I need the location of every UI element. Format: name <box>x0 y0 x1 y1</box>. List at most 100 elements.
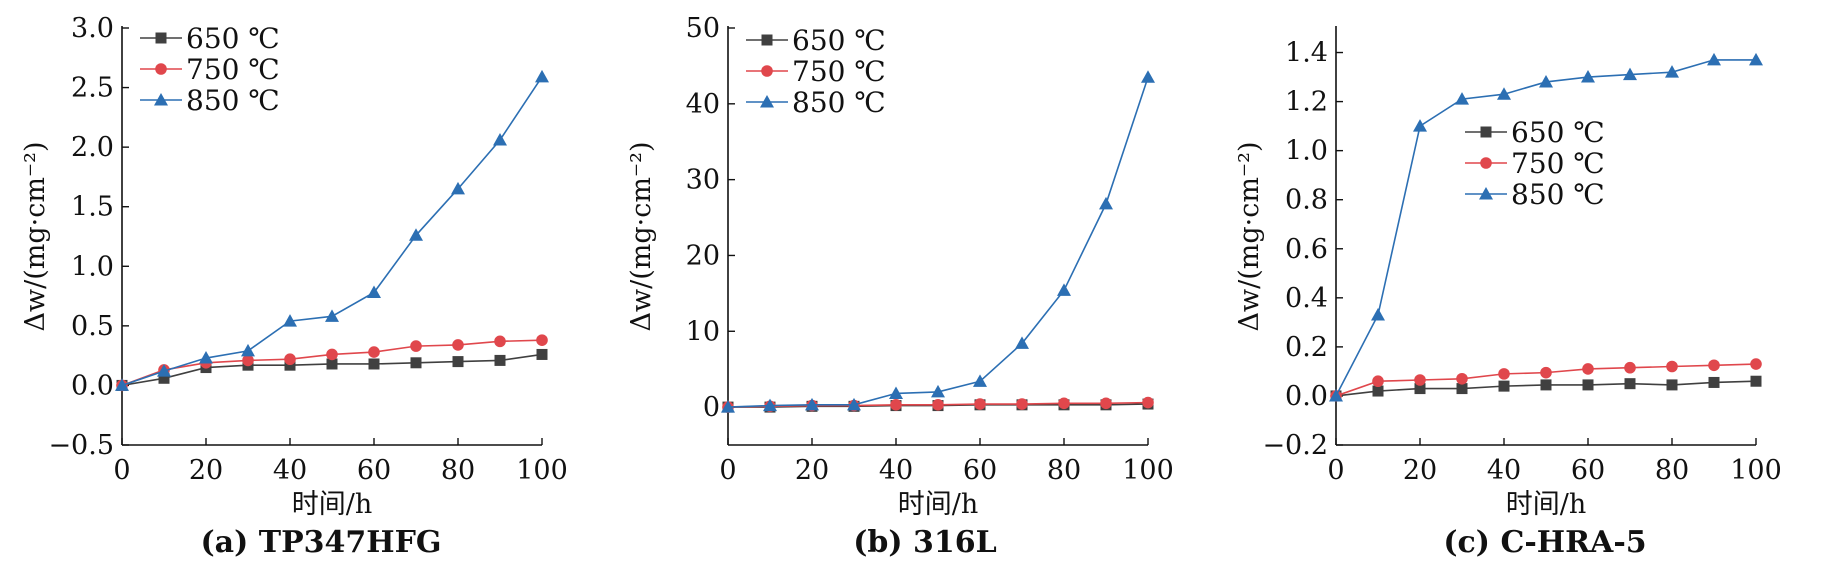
data-point-650 <box>494 354 506 366</box>
series-line-850 <box>121 76 543 387</box>
legend-label-850: 850 ℃ <box>792 86 886 119</box>
legend-label-750: 750 ℃ <box>186 53 280 86</box>
x-tick-label: 60 <box>963 455 997 486</box>
x-tick-label: 80 <box>441 455 475 486</box>
legend-label-650: 650 ℃ <box>1511 116 1605 149</box>
x-tick-label: 20 <box>1403 455 1437 486</box>
legend-label-850: 850 ℃ <box>1511 178 1605 211</box>
data-point-750 <box>1372 375 1384 388</box>
legend-marker-750 <box>155 63 167 75</box>
data-point-850 <box>805 397 819 411</box>
data-point-650 <box>1582 379 1594 391</box>
data-point-850 <box>1539 74 1553 88</box>
legend-label-850: 850 ℃ <box>186 84 280 117</box>
data-point-850 <box>283 314 297 327</box>
legend-label-750: 750 ℃ <box>1511 147 1605 180</box>
data-point-650 <box>1624 378 1636 390</box>
data-point-850 <box>409 228 423 241</box>
data-point-750 <box>1666 360 1678 373</box>
data-point-750 <box>242 354 254 367</box>
y-tick-label: 1.0 <box>71 251 114 282</box>
data-point-750 <box>494 335 506 348</box>
legend-label-650: 650 ℃ <box>792 24 886 57</box>
x-axis-label: 时间/h <box>292 489 373 520</box>
panel-caption: (b) 316L <box>853 525 997 560</box>
x-tick-label: 20 <box>795 455 829 486</box>
x-tick-label: 80 <box>1047 455 1081 486</box>
y-tick-label: 20 <box>686 240 720 271</box>
data-point-650 <box>1750 375 1762 387</box>
x-axis-label: 时间/h <box>1506 489 1587 520</box>
x-tick-label: 100 <box>516 455 568 486</box>
y-tick-label: 1.4 <box>1285 38 1328 69</box>
y-tick-label: 0.2 <box>1285 332 1328 363</box>
x-tick-label: 20 <box>189 455 223 486</box>
data-point-850 <box>1015 336 1029 349</box>
y-tick-label: 0.4 <box>1285 283 1328 314</box>
y-tick-label: 30 <box>686 165 720 196</box>
data-point-750 <box>452 339 464 351</box>
data-point-750 <box>974 398 986 410</box>
series-line-850 <box>1335 59 1756 397</box>
data-point-850 <box>1623 67 1637 81</box>
panel-caption: (a) TP347HFG <box>200 525 441 560</box>
data-point-850 <box>931 384 945 398</box>
data-point-850 <box>1707 52 1721 66</box>
y-tick-label: 0.5 <box>71 311 114 342</box>
y-tick-label: 10 <box>686 316 720 347</box>
x-tick-label: 40 <box>273 455 307 486</box>
x-tick-label: 100 <box>1122 455 1174 486</box>
y-axis-label: Δw/(mg·cm⁻²) <box>626 141 657 331</box>
data-point-850 <box>241 343 255 357</box>
data-point-850 <box>1141 70 1155 83</box>
data-point-750 <box>1016 398 1028 410</box>
y-tick-label: 0.6 <box>1285 234 1328 265</box>
legend-label-750: 750 ℃ <box>792 55 886 88</box>
data-point-850 <box>1099 196 1113 210</box>
data-point-850 <box>1413 119 1427 132</box>
data-point-750 <box>1498 368 1510 380</box>
series-line-850 <box>727 77 1149 408</box>
legend-marker-850 <box>1479 187 1493 200</box>
data-point-750 <box>1624 361 1636 374</box>
data-point-750 <box>1750 358 1762 370</box>
data-point-650 <box>1414 383 1426 395</box>
data-point-650 <box>284 359 296 371</box>
data-point-850 <box>1371 307 1385 321</box>
data-point-850 <box>889 386 903 399</box>
panel-b-316l: 0 20 40 60 80 100 0 10 20 30 40 50 时间/h Δw/(mg·cm⁻²) 6… <box>626 13 1174 560</box>
data-point-750 <box>1058 397 1070 410</box>
data-point-750 <box>1456 372 1468 385</box>
x-tick-label: 60 <box>357 455 391 486</box>
x-tick-label: 60 <box>1571 455 1605 486</box>
data-point-650 <box>1666 379 1678 391</box>
legend-marker-650 <box>761 34 773 46</box>
legend-marker-850 <box>154 93 168 106</box>
data-point-750 <box>368 346 380 358</box>
y-tick-label: 1.2 <box>1285 87 1328 118</box>
x-axis-label: 时间/h <box>898 489 979 520</box>
x-tick-label: 0 <box>1327 455 1344 486</box>
data-point-850 <box>451 181 465 195</box>
panel-c-c-hra-5: 0 20 40 60 80 100 −0.2 0.0 0.2 0.4 0.6 0.8 1.0 1.2 1.4… <box>1234 26 1782 560</box>
legend-marker-650 <box>1480 126 1492 138</box>
data-point-850 <box>1455 92 1469 105</box>
data-point-750 <box>536 334 548 346</box>
x-tick-label: 40 <box>879 455 913 486</box>
data-point-850 <box>367 285 381 298</box>
y-tick-label: 1.5 <box>71 192 114 223</box>
x-tick-label: 0 <box>113 455 130 486</box>
data-point-750 <box>1582 363 1594 375</box>
data-point-750 <box>1100 397 1112 410</box>
data-point-650 <box>1372 385 1384 397</box>
legend-marker-750 <box>1480 157 1492 169</box>
y-tick-label: 0.0 <box>71 370 114 401</box>
data-point-850 <box>721 400 735 413</box>
data-point-750 <box>1414 374 1426 386</box>
y-tick-label: 40 <box>686 89 720 120</box>
data-point-750 <box>1708 359 1720 372</box>
data-point-650 <box>158 372 170 384</box>
y-tick-label: 0 <box>703 392 720 423</box>
y-tick-label: 2.5 <box>71 73 114 104</box>
